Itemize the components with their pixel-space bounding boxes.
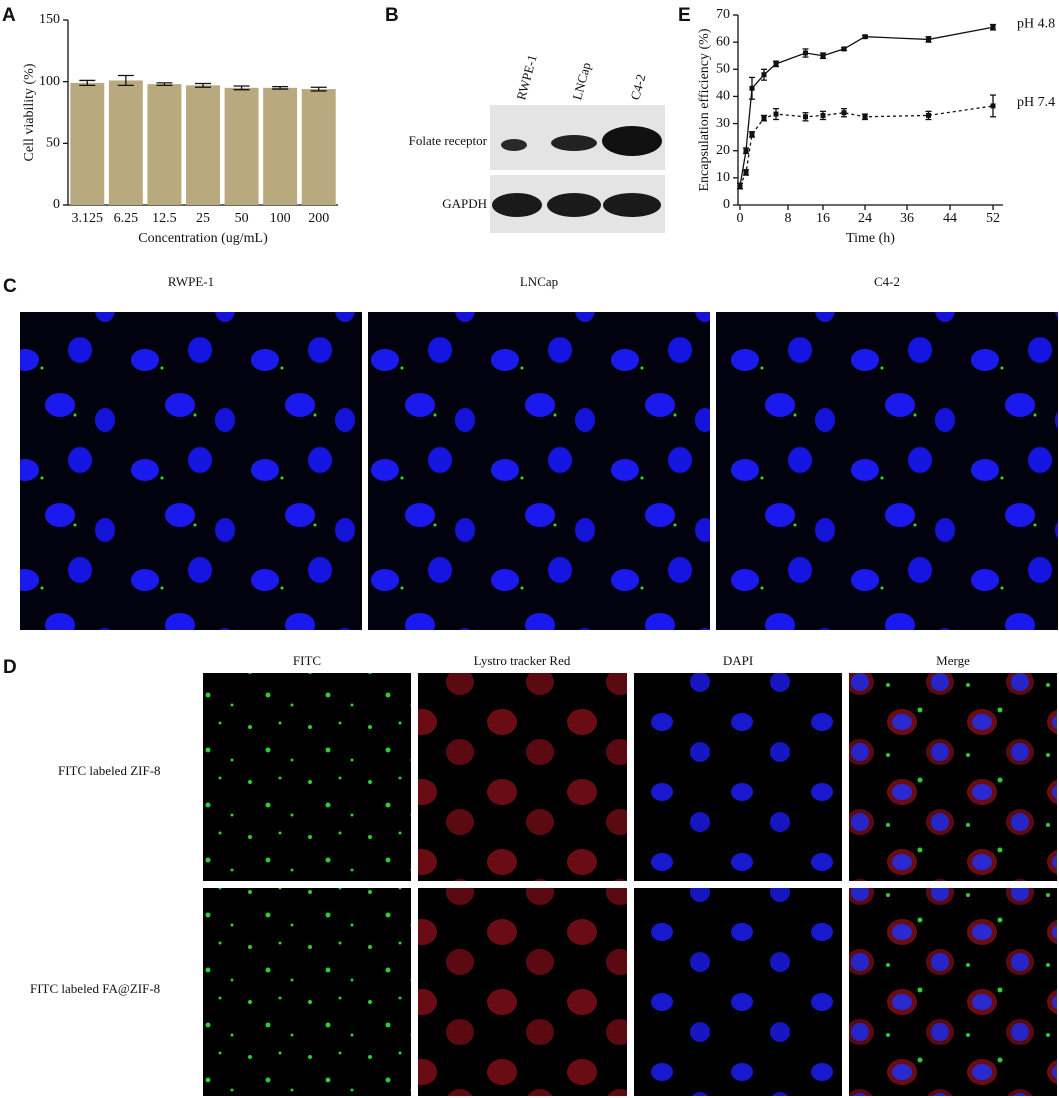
micrograph <box>634 673 842 881</box>
marker <box>737 183 743 189</box>
column-title: Lystro tracker Red <box>474 653 571 668</box>
panel-label: D <box>3 657 17 678</box>
marker <box>820 53 826 59</box>
x-tick-label: 200 <box>308 211 329 226</box>
y-axis-label: Cell viability (%) <box>22 63 37 161</box>
column-title: RWPE-1 <box>168 274 214 289</box>
y-tick-label: 10 <box>716 170 730 185</box>
marker <box>841 46 847 52</box>
y-tick-label: 60 <box>716 34 730 49</box>
y-tick-label: 20 <box>716 143 730 158</box>
column-title: FITC <box>293 653 321 668</box>
column-title: C4-2 <box>874 274 900 289</box>
x-axis-label: Time (h) <box>846 231 895 246</box>
x-tick-label: 16 <box>816 211 830 226</box>
marker <box>990 24 996 30</box>
x-tick-label: 52 <box>986 211 1000 226</box>
marker <box>926 36 931 42</box>
micrograph <box>203 888 411 1096</box>
marker <box>862 34 868 40</box>
y-tick-label: 70 <box>716 7 730 22</box>
x-tick-label: 100 <box>270 211 291 226</box>
x-tick-label: 6.25 <box>114 211 139 226</box>
marker <box>749 131 755 137</box>
marker <box>773 61 779 67</box>
band <box>501 139 527 151</box>
x-axis-label: Concentration (ug/mL) <box>138 231 268 246</box>
micrograph <box>203 673 411 881</box>
y-tick-label: 50 <box>716 62 730 77</box>
lane-label: LNCap <box>569 61 593 102</box>
bar <box>224 87 259 205</box>
panel-label: C <box>3 276 17 297</box>
micrograph <box>634 888 842 1096</box>
y-tick-label: 0 <box>723 197 730 212</box>
bar <box>108 80 143 205</box>
band <box>547 193 601 217</box>
bar <box>147 84 182 205</box>
y-tick-label: 100 <box>39 74 60 89</box>
x-tick-label: 0 <box>737 211 744 226</box>
series-line <box>739 26 994 187</box>
band <box>602 126 662 156</box>
x-tick-label: 25 <box>196 211 210 226</box>
marker <box>862 114 868 120</box>
y-axis-label: Encapsulation efficiency (%) <box>697 28 712 191</box>
blot-row-label: Folate receptor <box>409 133 488 148</box>
column-title: Merge <box>936 653 970 668</box>
band <box>603 193 661 217</box>
band <box>551 135 597 151</box>
x-tick-label: 24 <box>858 211 872 226</box>
marker <box>743 169 749 175</box>
marker <box>749 85 755 91</box>
marker <box>773 111 779 117</box>
micrograph <box>418 673 627 881</box>
marker <box>841 110 847 116</box>
micrograph <box>849 888 1057 1096</box>
row-label: FITC labeled ZIF-8 <box>58 763 161 778</box>
micrograph <box>20 312 362 630</box>
y-tick-label: 40 <box>716 89 730 104</box>
micrograph <box>418 888 627 1096</box>
column-title: LNCap <box>520 274 558 289</box>
bar <box>70 82 105 205</box>
x-tick-label: 12.5 <box>152 211 177 226</box>
panel-label: E <box>678 5 691 26</box>
bar <box>301 89 336 205</box>
y-tick-label: 50 <box>46 136 60 151</box>
marker <box>803 114 808 120</box>
row-label: FITC labeled FA@ZIF-8 <box>30 981 160 996</box>
x-tick-label: 44 <box>943 211 957 226</box>
x-tick-label: 36 <box>900 211 914 226</box>
x-tick-label: 8 <box>785 211 792 226</box>
lane-label: C4-2 <box>627 73 648 102</box>
micrograph <box>368 312 710 630</box>
micrograph <box>849 673 1057 881</box>
marker <box>926 112 931 118</box>
y-tick-label: 30 <box>716 116 730 131</box>
marker <box>743 148 749 154</box>
legend-label: pH 7.4 <box>1017 95 1055 110</box>
marker <box>761 72 767 78</box>
band <box>492 193 542 217</box>
panel-label: A <box>2 5 16 26</box>
x-tick-label: 50 <box>235 211 249 226</box>
y-tick-label: 150 <box>39 12 60 27</box>
micrograph <box>716 312 1058 630</box>
panel-label: B <box>385 5 399 26</box>
bar <box>186 85 220 205</box>
legend-label: pH 4.8 <box>1017 16 1055 31</box>
bar <box>263 87 298 205</box>
marker <box>820 112 826 118</box>
marker <box>803 50 808 56</box>
blot-row-label: GAPDH <box>442 196 487 211</box>
marker <box>761 115 767 121</box>
y-tick-label: 0 <box>53 197 60 212</box>
lane-label: RWPE-1 <box>513 53 539 102</box>
marker <box>990 103 996 109</box>
x-tick-label: 3.125 <box>72 211 104 226</box>
column-title: DAPI <box>723 653 753 668</box>
